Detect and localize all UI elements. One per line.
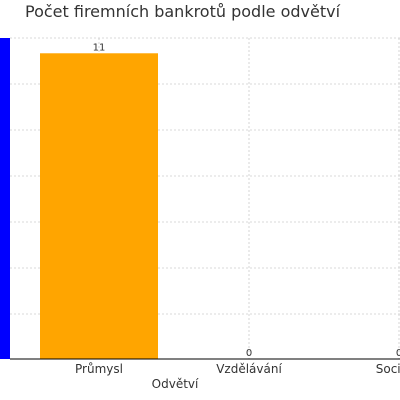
x-tick-label: Průmysl [75,362,123,376]
chart-title: Počet firemních bankrotů podle odvětví [25,2,341,21]
data-labels: 11 0 0 [93,42,400,359]
x-axis-label: Odvětví [152,377,199,391]
data-label: 0 [246,348,252,359]
bar [40,53,158,360]
data-label: 0 [396,348,400,359]
x-tick-label: Vzdělávání [216,362,282,376]
x-tick-labels: Průmysl Vzdělávání Sociální [75,362,400,376]
x-tick-label: Sociální [376,362,400,376]
data-label: 11 [93,42,106,53]
bars [0,38,158,360]
bar-left-edge [0,38,10,359]
